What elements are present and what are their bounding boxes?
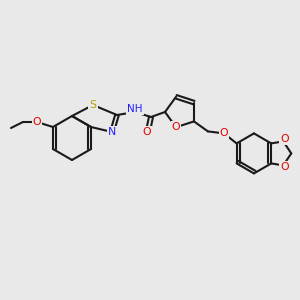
Text: S: S	[89, 100, 97, 110]
Text: O: O	[220, 128, 228, 138]
Text: O: O	[33, 117, 41, 127]
Text: O: O	[280, 162, 289, 172]
Text: O: O	[172, 122, 180, 132]
Text: O: O	[280, 134, 289, 144]
Text: N: N	[108, 127, 116, 137]
Text: O: O	[143, 127, 151, 137]
Text: NH: NH	[127, 104, 143, 114]
